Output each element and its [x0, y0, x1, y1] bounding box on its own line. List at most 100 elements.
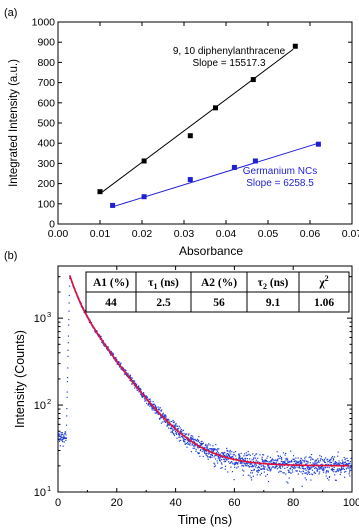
data-point-b	[340, 462, 342, 465]
data-point-b	[214, 463, 216, 465]
data-point-b	[249, 454, 251, 456]
table-header-unit: (ns)	[267, 277, 289, 289]
table-value: 9.1	[266, 297, 281, 309]
data-point-b	[262, 454, 265, 456]
data-point-b	[190, 439, 193, 441]
data-point-b	[283, 461, 286, 464]
data-point-b	[293, 463, 295, 465]
data-point-b	[246, 465, 248, 467]
data-point-b	[255, 461, 257, 463]
data-point-b	[241, 457, 243, 459]
data-point-b	[335, 461, 338, 464]
data-point-b	[312, 466, 314, 468]
data-point-b	[309, 467, 311, 469]
data-point-b	[303, 468, 305, 470]
data-point-b	[143, 393, 145, 395]
data-point-b	[286, 457, 288, 459]
data-point-b	[279, 470, 281, 472]
data-point-b	[346, 463, 348, 466]
data-point-b	[205, 445, 208, 447]
x-tick-label-a: 0.03	[174, 228, 195, 240]
data-point-b	[252, 466, 254, 468]
data-point-b	[320, 458, 322, 460]
data-point-b	[292, 455, 295, 457]
data-point-b	[122, 367, 125, 369]
data-point-b	[164, 421, 167, 423]
data-point-b	[264, 459, 266, 461]
data-point-b	[300, 460, 302, 462]
data-point-b	[147, 398, 149, 400]
data-point-b	[62, 438, 64, 440]
data-point-b	[176, 431, 178, 433]
data-point-b	[149, 403, 151, 405]
data-point-b	[336, 469, 339, 471]
data-point-b	[158, 409, 160, 411]
data-point-b	[111, 352, 113, 354]
data-point-b	[221, 467, 223, 469]
data-point-b	[307, 461, 309, 463]
y-tick-label-a: 600	[37, 97, 55, 109]
data-point-b	[184, 438, 187, 441]
data-point-b	[206, 455, 208, 457]
data-point-b	[112, 354, 115, 356]
data-point-b	[259, 463, 261, 466]
data-point-b	[255, 464, 258, 466]
data-point-b	[307, 462, 309, 464]
data-point-b	[341, 459, 343, 461]
data-point-b	[324, 467, 326, 469]
data-point-b	[139, 393, 142, 395]
data-point-b	[207, 456, 209, 458]
data-point-b	[238, 453, 240, 455]
data-point-b	[244, 459, 246, 461]
data-point-b	[310, 479, 312, 481]
data-point-b	[283, 472, 285, 474]
data-point-b	[346, 467, 348, 469]
data-point-b	[323, 458, 326, 460]
data-point-b	[253, 469, 255, 471]
data-point-b	[159, 407, 161, 409]
data-point-b	[229, 462, 232, 464]
data-point-b	[308, 467, 310, 469]
data-point-b	[248, 462, 250, 464]
data-point-b	[173, 422, 175, 424]
data-point-b	[198, 439, 200, 442]
data-point-b	[141, 394, 143, 396]
y-tick-label-a: 200	[37, 178, 55, 190]
data-point-b	[229, 449, 231, 451]
y-tick-base: 10	[34, 400, 46, 412]
data-point-b	[175, 433, 178, 435]
data-point-b	[302, 467, 304, 469]
data-point-b	[185, 433, 187, 436]
data-point-b	[187, 439, 189, 442]
y-tick-label-a: 700	[37, 77, 55, 89]
data-point-b	[288, 461, 290, 464]
data-point-b	[190, 451, 193, 453]
data-point-b	[243, 470, 245, 472]
data-point-b	[162, 421, 164, 423]
data-point-b	[291, 461, 293, 463]
data-point-b	[309, 456, 311, 458]
data-point-b	[293, 460, 295, 462]
data-point-b	[226, 452, 229, 455]
data-point-b	[63, 433, 66, 435]
data-point-b	[336, 471, 338, 473]
data-point-b	[69, 277, 71, 280]
data-point-b	[257, 470, 259, 472]
data-point-b	[342, 463, 344, 465]
data-point-b	[240, 462, 242, 464]
data-point-b	[204, 447, 206, 449]
data-point-b	[151, 407, 153, 409]
data-point-b	[175, 425, 177, 427]
data-point-b	[201, 450, 203, 453]
data-point-b	[267, 455, 269, 457]
data-point-b	[254, 463, 256, 465]
data-point-b	[240, 461, 242, 463]
data-point-b	[262, 464, 264, 466]
data-point-b	[213, 448, 215, 450]
fit-curve-b	[69, 275, 350, 467]
y-tick-base: 10	[34, 313, 46, 325]
data-point-b	[343, 461, 345, 463]
data-point-b	[195, 448, 197, 451]
data-point-b	[345, 462, 348, 465]
data-point-b	[313, 466, 315, 468]
